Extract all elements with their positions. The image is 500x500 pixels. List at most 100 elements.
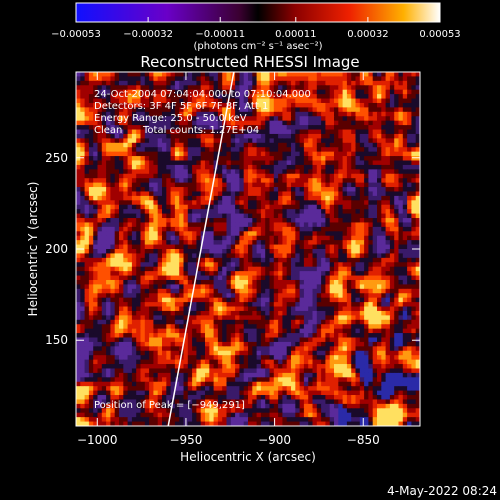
heatmap-cell [355, 324, 361, 330]
heatmap-cell [205, 337, 210, 343]
heatmap-cell [372, 72, 378, 77]
heatmap-cell [153, 213, 159, 219]
heatmap-cell [88, 231, 94, 237]
heatmap-cell [394, 151, 399, 157]
heatmap-cell [187, 341, 193, 347]
heatmap-cell [334, 297, 339, 303]
heatmap-cell [230, 249, 236, 254]
heatmap-cell [93, 279, 98, 285]
heatmap-cell [415, 297, 420, 303]
heatmap-cell [351, 80, 356, 86]
heatmap-cell [226, 120, 232, 126]
heatmap-cell [312, 328, 318, 334]
heatmap-cell [321, 102, 326, 108]
heatmap-cell [316, 85, 322, 91]
heatmap-cell [334, 244, 339, 250]
heatmap-cell [153, 341, 159, 347]
heatmap-cell [84, 333, 90, 338]
heatmap-cell [149, 116, 154, 122]
heatmap-cell [162, 147, 167, 153]
heatmap-cell [131, 80, 137, 86]
heatmap-cell [286, 257, 292, 263]
heatmap-cell [402, 160, 408, 166]
heatmap-cell [334, 293, 339, 299]
heatmap-cell [84, 235, 90, 241]
heatmap-cell [398, 142, 404, 148]
heatmap-cell [213, 231, 219, 237]
heatmap-cell [381, 120, 387, 126]
heatmap-cell [110, 253, 116, 259]
heatmap-cell [239, 262, 245, 268]
heatmap-cell [286, 164, 292, 170]
heatmap-cell [286, 160, 292, 166]
heatmap-cell [355, 72, 361, 77]
heatmap-cell [192, 120, 197, 126]
heatmap-cell [84, 98, 90, 104]
heatmap-cell [127, 138, 133, 144]
heatmap-cell [402, 107, 408, 113]
heatmap-cell [226, 182, 232, 188]
heatmap-cell [226, 306, 232, 312]
heatmap-cell [88, 222, 94, 228]
heatmap-cell [372, 337, 378, 343]
heatmap-cell [196, 297, 202, 303]
heatmap-cell [359, 293, 365, 299]
heatmap-cell [411, 142, 417, 148]
heatmap-cell [329, 306, 335, 312]
heatmap-cell [389, 191, 395, 197]
heatmap-cell [88, 302, 94, 308]
heatmap-cell [106, 333, 111, 338]
heatmap-cell [127, 182, 133, 188]
heatmap-cell [179, 218, 184, 223]
heatmap-cell [170, 116, 176, 122]
heatmap-cell [140, 341, 146, 347]
heatmap-cell [346, 297, 352, 303]
heatmap-cell [402, 94, 408, 100]
heatmap-cell [407, 85, 412, 91]
heatmap-cell [205, 191, 210, 197]
heatmap-cell [299, 160, 305, 166]
heatmap-cell [273, 80, 279, 86]
heatmap-cell [377, 293, 382, 299]
heatmap-cell [166, 271, 172, 277]
heatmap-cell [256, 310, 262, 316]
heatmap-cell [338, 182, 344, 188]
heatmap-cell [325, 249, 331, 254]
heatmap-cell [235, 160, 240, 166]
heatmap-cell [269, 244, 275, 250]
heatmap-cell [394, 315, 399, 321]
heatmap-cell [252, 116, 258, 122]
heatmap-cell [80, 284, 86, 290]
heatmap-cell [222, 164, 227, 170]
heatmap-cell [269, 102, 275, 108]
heatmap-cell [248, 111, 253, 117]
heatmap-cell [243, 213, 249, 219]
heatmap-cell [269, 319, 275, 325]
heatmap-cell [269, 333, 275, 338]
heatmap-cell [119, 204, 124, 210]
heatmap-cell [355, 231, 361, 237]
heatmap-cell [321, 275, 326, 281]
heatmap-cell [144, 133, 150, 139]
heatmap-cell [269, 315, 275, 321]
heatmap-cell [166, 279, 172, 285]
heatmap-cell [291, 293, 296, 299]
heatmap-cell [136, 293, 141, 299]
heatmap-cell [239, 328, 245, 334]
heatmap-cell [230, 129, 236, 135]
heatmap-cell [282, 111, 288, 117]
heatmap-cell [394, 182, 399, 188]
heatmap-cell [398, 328, 404, 334]
heatmap-cell [127, 111, 133, 117]
heatmap-cell [321, 129, 326, 135]
heatmap-cell [149, 187, 154, 192]
heatmap-cell [316, 222, 322, 228]
heatmap-cell [316, 328, 322, 334]
heatmap-cell [364, 72, 369, 77]
heatmap-cell [282, 182, 288, 188]
heatmap-cell [239, 293, 245, 299]
heatmap-cell [282, 231, 288, 237]
heatmap-cell [200, 271, 206, 277]
heatmap-cell [389, 288, 395, 294]
heatmap-cell [131, 147, 137, 153]
